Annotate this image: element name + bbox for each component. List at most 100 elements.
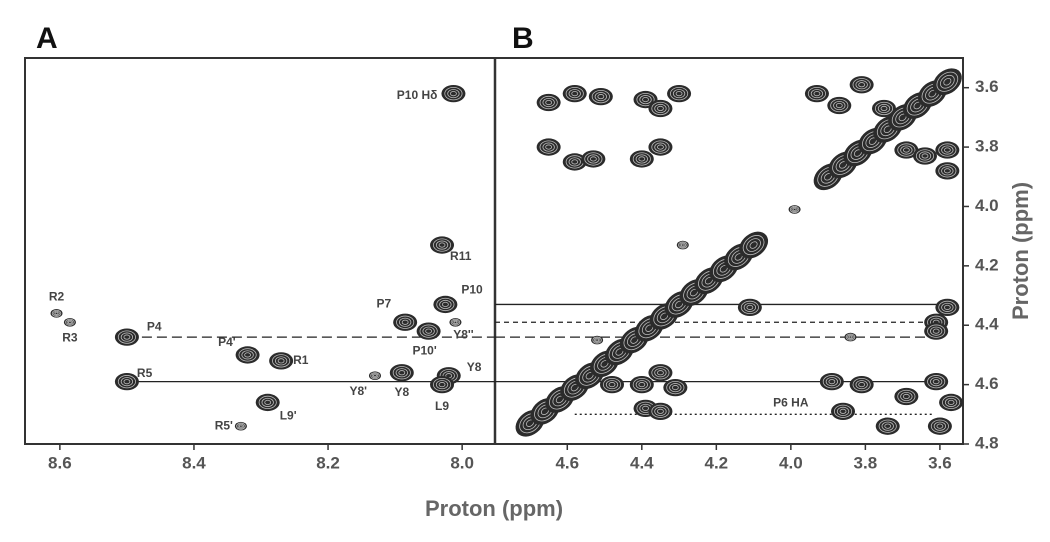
x-tick-label: 3.6: [928, 453, 952, 472]
peak-label: P4: [147, 319, 162, 333]
contour: [401, 319, 409, 325]
contour: [835, 102, 843, 109]
peak: [562, 84, 587, 103]
peak-label: Y8'': [453, 327, 474, 341]
peak: [819, 373, 844, 391]
contour: [739, 231, 769, 259]
annotation: P6 HA: [773, 395, 809, 409]
contour: [855, 380, 868, 390]
peak: [844, 332, 857, 342]
contour: [789, 205, 800, 213]
contour: [642, 97, 649, 103]
peak: [234, 421, 247, 431]
contour: [632, 152, 651, 166]
peak-label: L9: [435, 399, 449, 413]
contour: [880, 105, 888, 112]
contour: [940, 74, 955, 89]
contour: [918, 151, 932, 161]
peak: [935, 141, 960, 159]
contour: [669, 383, 682, 393]
peak: [924, 322, 949, 340]
contour: [657, 408, 664, 414]
contour: [638, 156, 646, 162]
contour: [237, 423, 245, 429]
contour: [874, 101, 894, 116]
contour: [123, 334, 131, 340]
contour: [435, 240, 449, 250]
contour: [447, 89, 460, 99]
contour: [123, 379, 131, 385]
x-tick-label: 3.8: [854, 453, 878, 472]
contour: [241, 350, 254, 360]
peak: [648, 99, 673, 118]
peak: [827, 96, 852, 115]
contour: [635, 380, 648, 390]
y-axis-label: Proton (ppm): [1008, 182, 1033, 320]
peak: [393, 313, 418, 331]
contour: [568, 89, 581, 99]
contour: [452, 319, 459, 325]
contour: [855, 80, 868, 90]
peak-label: R5': [215, 418, 233, 432]
contour: [932, 328, 940, 334]
peak: [849, 76, 874, 94]
contour: [813, 91, 821, 97]
contour: [642, 405, 649, 411]
y-tick-label: 3.6: [975, 77, 999, 96]
x-axis-label: Proton (ppm): [425, 496, 563, 521]
peak-label: P4': [218, 335, 236, 349]
contour: [742, 235, 765, 256]
contour: [542, 97, 555, 108]
contour: [930, 377, 943, 387]
contour: [117, 375, 136, 389]
contour: [53, 310, 60, 316]
contour: [654, 368, 667, 378]
peak: [912, 147, 937, 165]
contour: [54, 311, 59, 315]
contour: [679, 242, 687, 248]
contour: [605, 380, 619, 390]
contour: [666, 380, 685, 395]
peak: [235, 346, 260, 364]
contour: [921, 153, 929, 159]
contour: [670, 87, 689, 101]
contour: [657, 105, 664, 112]
peak-label: R1: [293, 353, 309, 367]
contour: [807, 87, 826, 101]
contour: [680, 243, 685, 247]
contour: [565, 87, 584, 101]
contour: [654, 406, 667, 416]
contour: [392, 366, 411, 380]
contour: [373, 374, 377, 378]
peak: [788, 205, 801, 214]
contour: [936, 423, 944, 429]
contour: [740, 300, 759, 315]
contour: [584, 152, 603, 166]
peak: [894, 387, 919, 406]
contour: [238, 348, 257, 362]
contour: [542, 142, 555, 152]
peak-label: R2: [49, 290, 65, 304]
contour: [539, 140, 558, 154]
contour: [671, 385, 679, 391]
contour: [822, 375, 841, 389]
contour: [120, 377, 134, 387]
contour: [825, 377, 839, 387]
contour: [591, 89, 610, 104]
y-tick-label: 4.0: [975, 196, 999, 215]
peak: [648, 364, 673, 382]
peak: [849, 375, 874, 394]
contour: [261, 397, 274, 407]
contour: [938, 164, 957, 178]
peak-label: R5: [137, 366, 153, 380]
peak: [441, 84, 466, 103]
contour: [749, 241, 758, 249]
x-tick-label: 8.4: [182, 453, 206, 472]
contour: [942, 395, 961, 410]
contour: [602, 377, 622, 392]
peak: [629, 150, 654, 168]
contour: [274, 356, 288, 366]
y-tick-label: 4.6: [975, 374, 999, 393]
contour: [435, 380, 449, 390]
